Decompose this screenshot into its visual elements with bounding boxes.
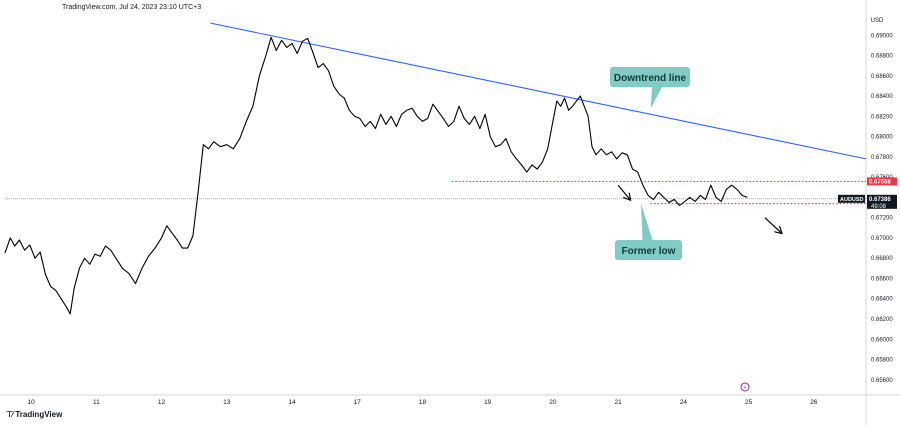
x-tick-label: 13 bbox=[223, 399, 231, 406]
y-tick-label: 0.68000 bbox=[871, 135, 893, 141]
y-tick-label: 0.68400 bbox=[871, 94, 893, 100]
x-tick-label: 10 bbox=[27, 399, 35, 406]
y-tick-label: 0.68600 bbox=[871, 74, 893, 80]
tradingview-brand[interactable]: ⊤⁄ TradingView bbox=[6, 410, 62, 419]
tradingview-brand-name: TradingView bbox=[15, 410, 63, 419]
current-price-badge bbox=[867, 194, 897, 209]
y-tick-label: 0.67800 bbox=[871, 155, 893, 161]
y-tick-label: 0.67000 bbox=[871, 236, 893, 242]
callout-box bbox=[610, 67, 690, 87]
y-tick-label: 0.67200 bbox=[871, 216, 893, 222]
y-tick-label: 0.66800 bbox=[871, 256, 893, 262]
symbol-tag-label: AUDUSD bbox=[840, 197, 864, 203]
price-series-line bbox=[4, 36, 748, 315]
y-tick-label: 0.69000 bbox=[871, 33, 893, 39]
symbol-tag bbox=[838, 194, 865, 203]
x-tick-label: 20 bbox=[549, 399, 557, 406]
level-price-badge-label: 0.67558 bbox=[869, 179, 891, 185]
level-price-badge bbox=[867, 177, 897, 186]
down-arrow-icon bbox=[617, 184, 630, 199]
y-tick-label: 0.66000 bbox=[871, 337, 893, 343]
x-tick-label: 14 bbox=[288, 399, 296, 406]
downtrend-line bbox=[210, 22, 867, 160]
price-axis: USD 0.69000 0.68800 0.68600 0.68400 0.68200 0.… bbox=[838, 18, 897, 384]
plot-layer bbox=[4, 22, 867, 315]
callout-pointer bbox=[640, 203, 653, 240]
lightning-icon: ⚡ bbox=[743, 385, 747, 392]
annotation-layer: Downtrend line Former low ⚡ bbox=[610, 67, 781, 392]
y-tick-label: 0.68800 bbox=[871, 54, 893, 60]
y-tick-label: 0.66600 bbox=[871, 276, 893, 282]
x-tick-label: 25 bbox=[745, 399, 753, 406]
callout-label: Former low bbox=[622, 246, 676, 257]
callout-pointer bbox=[650, 87, 662, 109]
event-lightning-icon bbox=[740, 382, 750, 392]
tradingview-logo-icon: ⊤⁄ bbox=[6, 410, 13, 419]
x-tick-label: 12 bbox=[158, 399, 166, 406]
time-axis: 10 11 12 13 14 17 18 19 20 21 24 25 26 bbox=[27, 399, 817, 406]
currency-label: USD bbox=[871, 18, 884, 24]
callout-label: Downtrend line bbox=[614, 73, 687, 84]
callout-box bbox=[615, 240, 682, 260]
y-tick-label: 0.68200 bbox=[871, 114, 893, 120]
x-tick-label: 26 bbox=[810, 399, 818, 406]
x-tick-label: 24 bbox=[680, 399, 688, 406]
x-tick-label: 21 bbox=[615, 399, 623, 406]
y-tick-label: 0.66400 bbox=[871, 297, 893, 303]
chart-source-header: TradingView.com, Jul 24, 2023 23:10 UTC+… bbox=[62, 4, 202, 11]
x-tick-label: 11 bbox=[93, 399, 100, 406]
y-tick-label: 0.65600 bbox=[871, 378, 893, 384]
current-price-badge-label: 0.67386 bbox=[869, 197, 891, 203]
y-tick-label: 0.65800 bbox=[871, 358, 893, 364]
down-arrow-icon bbox=[764, 217, 781, 233]
x-tick-label: 18 bbox=[419, 399, 427, 406]
x-tick-label: 17 bbox=[354, 399, 362, 406]
x-tick-label: 19 bbox=[484, 399, 492, 406]
countdown-label: 49:08 bbox=[871, 204, 887, 210]
y-tick-label: 0.66200 bbox=[871, 317, 893, 323]
